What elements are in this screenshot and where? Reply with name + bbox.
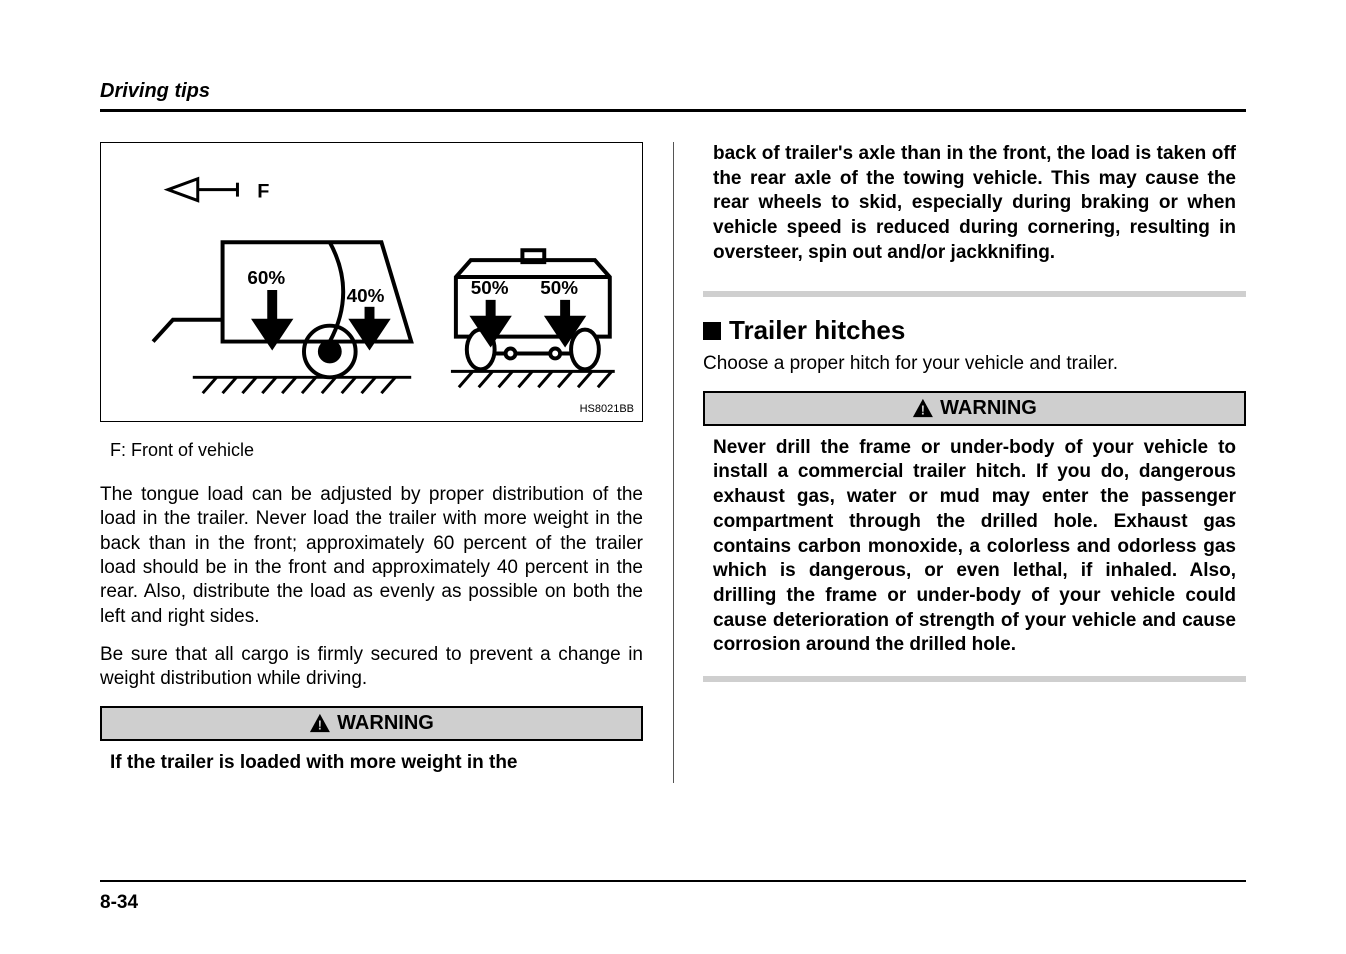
- front-label: F: [257, 181, 269, 203]
- vehicle-right-pct: 50%: [540, 277, 578, 298]
- vehicle-left-pct: 50%: [471, 277, 509, 298]
- heading-text: Trailer hitches: [729, 315, 905, 346]
- square-bullet-icon: [703, 322, 721, 340]
- warning-header-right: ! WARNING: [703, 391, 1246, 426]
- warning-label: WARNING: [940, 397, 1037, 420]
- warning-header-left: ! WARNING: [100, 706, 643, 741]
- trailer-diagram-svg: F: [101, 143, 642, 421]
- page-number: 8-34: [100, 892, 1246, 914]
- warning-triangle-icon: !: [912, 398, 934, 418]
- section-separator-1: [703, 291, 1246, 297]
- page-footer: 8-34: [100, 880, 1246, 914]
- warning-triangle-icon: !: [309, 713, 331, 733]
- warning-continuation: back of trailer's axle than in the front…: [703, 142, 1246, 273]
- figure-caption: F: Front of vehicle: [110, 440, 643, 461]
- two-column-layout: F: [100, 142, 1246, 783]
- trailer-rear-pct: 40%: [347, 285, 385, 306]
- figure-code: HS8021BB: [580, 403, 634, 415]
- trailer-hitches-body: Choose a proper hitch for your vehicle a…: [703, 352, 1246, 376]
- body-paragraph-1: The tongue load can be adjusted by prope…: [100, 483, 643, 629]
- load-distribution-figure: F: [100, 142, 643, 422]
- footer-rule: [100, 880, 1246, 882]
- body-paragraph-2: Be sure that all cargo is firmly secured…: [100, 643, 643, 692]
- section-header: Driving tips: [100, 80, 1246, 103]
- trailer-front-pct: 60%: [247, 267, 285, 288]
- right-column: back of trailer's axle than in the front…: [673, 142, 1246, 783]
- header-rule: [100, 109, 1246, 112]
- column-divider: [673, 142, 674, 783]
- svg-text:!: !: [318, 717, 322, 732]
- warning-body-left: If the trailer is loaded with more weigh…: [100, 751, 643, 784]
- left-column: F: [100, 142, 673, 783]
- svg-text:!: !: [921, 403, 925, 418]
- section-separator-2: [703, 676, 1246, 682]
- warning-body-right: Never drill the frame or under-body of y…: [703, 436, 1246, 666]
- warning-label: WARNING: [337, 712, 434, 735]
- trailer-hitches-heading: Trailer hitches: [703, 315, 1246, 346]
